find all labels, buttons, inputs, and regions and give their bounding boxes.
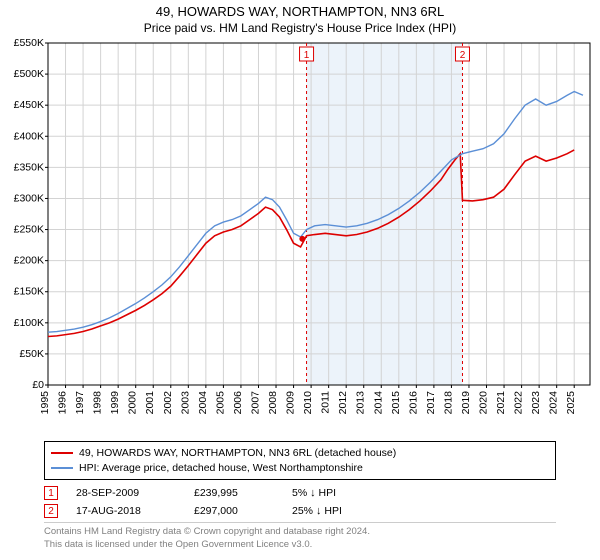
- svg-text:£350K: £350K: [14, 161, 44, 173]
- svg-text:£100K: £100K: [14, 317, 44, 329]
- svg-text:£150K: £150K: [14, 286, 44, 298]
- svg-text:2025: 2025: [565, 391, 577, 415]
- svg-text:£250K: £250K: [14, 224, 44, 236]
- svg-text:2003: 2003: [179, 391, 191, 415]
- svg-text:£200K: £200K: [14, 255, 44, 267]
- svg-text:1998: 1998: [92, 391, 104, 415]
- svg-text:£400K: £400K: [14, 130, 44, 142]
- svg-text:£0: £0: [32, 379, 44, 391]
- sale-date: 17-AUG-2018: [76, 505, 176, 517]
- svg-text:2015: 2015: [390, 391, 402, 415]
- svg-text:2020: 2020: [478, 391, 490, 415]
- chart-title-block: 49, HOWARDS WAY, NORTHAMPTON, NN3 6RL Pr…: [0, 0, 600, 37]
- sale-delta: 5% ↓ HPI: [292, 487, 336, 499]
- svg-text:1996: 1996: [57, 391, 69, 415]
- svg-text:2000: 2000: [127, 391, 139, 415]
- svg-text:2023: 2023: [530, 391, 542, 415]
- legend-swatch: [51, 467, 73, 469]
- price-chart-svg: £0 £50K £100K £150K £200K £250K £300K £350K £400…: [0, 37, 600, 437]
- svg-text:£500K: £500K: [14, 68, 44, 80]
- down-arrow-icon: ↓: [310, 487, 316, 499]
- svg-text:2002: 2002: [162, 391, 174, 415]
- sale-date: 28-SEP-2009: [76, 487, 176, 499]
- sale-marker-icon: 1: [44, 486, 58, 500]
- chart-area: £0 £50K £100K £150K £200K £250K £300K £350K £400…: [0, 37, 600, 437]
- footer-attribution: Contains HM Land Registry data © Crown c…: [44, 522, 556, 551]
- root: 49, HOWARDS WAY, NORTHAMPTON, NN3 6RL Pr…: [0, 0, 600, 560]
- legend-label: 49, HOWARDS WAY, NORTHAMPTON, NN3 6RL (d…: [79, 446, 396, 461]
- down-arrow-icon: ↓: [316, 505, 322, 517]
- svg-text:2017: 2017: [425, 391, 437, 415]
- title-address: 49, HOWARDS WAY, NORTHAMPTON, NN3 6RL: [0, 4, 600, 19]
- svg-text:£550K: £550K: [14, 37, 44, 49]
- sale-marker-icon: 2: [44, 504, 58, 518]
- svg-text:2001: 2001: [144, 391, 156, 415]
- svg-text:2022: 2022: [513, 391, 525, 415]
- svg-text:2009: 2009: [285, 391, 297, 415]
- sale-row: 1 28-SEP-2009 £239,995 5% ↓ HPI: [44, 484, 556, 502]
- svg-text:£450K: £450K: [14, 99, 44, 111]
- legend-swatch: [51, 452, 73, 454]
- sale-delta: 25% ↓ HPI: [292, 505, 342, 517]
- svg-text:2011: 2011: [320, 391, 332, 414]
- svg-text:2010: 2010: [302, 391, 314, 415]
- svg-text:1997: 1997: [74, 391, 86, 415]
- title-subtitle: Price paid vs. HM Land Registry's House …: [0, 21, 600, 35]
- svg-text:2013: 2013: [355, 391, 367, 415]
- sale-price: £239,995: [194, 487, 274, 499]
- svg-text:2024: 2024: [548, 391, 560, 415]
- sale-row: 2 17-AUG-2018 £297,000 25% ↓ HPI: [44, 502, 556, 520]
- sale-price: £297,000: [194, 505, 274, 517]
- svg-text:2005: 2005: [214, 391, 226, 415]
- svg-text:2008: 2008: [267, 391, 279, 415]
- svg-text:1: 1: [304, 50, 310, 61]
- sales-table: 1 28-SEP-2009 £239,995 5% ↓ HPI 2 17-AUG…: [44, 484, 556, 520]
- svg-text:1995: 1995: [39, 391, 51, 415]
- legend: 49, HOWARDS WAY, NORTHAMPTON, NN3 6RL (d…: [44, 441, 556, 480]
- svg-text:1999: 1999: [109, 391, 121, 415]
- legend-row: HPI: Average price, detached house, West…: [51, 461, 549, 476]
- svg-text:2018: 2018: [442, 391, 454, 415]
- svg-text:2007: 2007: [249, 391, 261, 415]
- svg-text:2006: 2006: [232, 391, 244, 415]
- footer-line: This data is licensed under the Open Gov…: [44, 539, 556, 551]
- svg-text:2019: 2019: [460, 391, 472, 415]
- legend-label: HPI: Average price, detached house, West…: [79, 461, 363, 476]
- svg-text:£300K: £300K: [14, 192, 44, 204]
- footer-line: Contains HM Land Registry data © Crown c…: [44, 526, 556, 538]
- svg-text:2016: 2016: [407, 391, 419, 415]
- svg-text:2012: 2012: [337, 391, 349, 415]
- svg-text:2004: 2004: [197, 391, 209, 415]
- svg-text:2014: 2014: [372, 391, 384, 415]
- legend-row: 49, HOWARDS WAY, NORTHAMPTON, NN3 6RL (d…: [51, 446, 549, 461]
- svg-text:2: 2: [460, 50, 466, 61]
- svg-text:£50K: £50K: [19, 348, 44, 360]
- svg-text:2021: 2021: [495, 391, 507, 415]
